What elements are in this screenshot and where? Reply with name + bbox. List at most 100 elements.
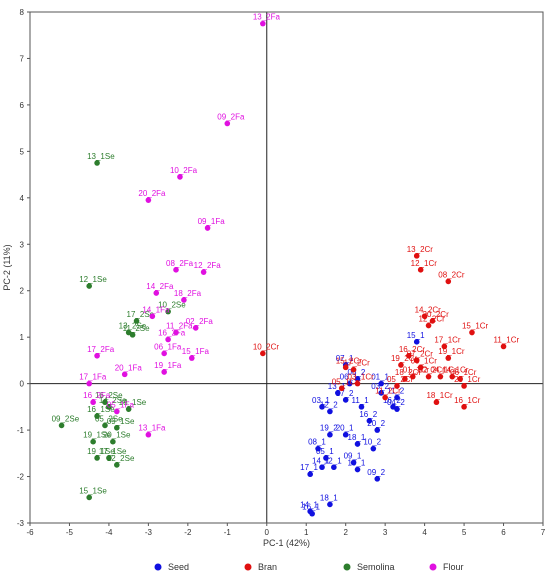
data-point (394, 394, 400, 401)
data-point (354, 376, 361, 382)
point-label: 14_2Se (99, 396, 127, 405)
data-point (378, 380, 385, 387)
point-label: 04_2 (387, 398, 405, 407)
y-tick-label: -2 (17, 473, 25, 482)
point-label: 16_2 (383, 396, 401, 405)
data-point (461, 404, 467, 410)
point-label: 16_1 (302, 503, 320, 512)
y-tick-label: -3 (17, 519, 25, 528)
point-label: 08_1 (308, 438, 326, 447)
point-label: 17_2Fa (87, 345, 115, 354)
point-label: 09_2Se (52, 414, 80, 423)
data-point (173, 267, 179, 273)
data-point (145, 431, 152, 438)
point-label: 09_1Fa (198, 217, 226, 226)
data-point (394, 406, 400, 412)
point-label: 05_1 (316, 447, 334, 456)
data-point (114, 408, 120, 415)
point-label: 12_2Fa (194, 261, 222, 270)
point-label: 09_1Cr (411, 356, 438, 365)
point-label: 04_1Cr (430, 366, 457, 375)
data-point (350, 459, 357, 466)
data-point (409, 373, 416, 380)
plot-frame (29, 11, 544, 524)
point-label: 03_1Cr (348, 373, 375, 382)
data-point (86, 283, 92, 289)
point-label: 18_1 (348, 433, 366, 442)
point-label: 06_2 (348, 368, 366, 377)
data-point (327, 431, 333, 438)
point-label: 06_1 (340, 373, 358, 382)
point-label: 19_1 (348, 459, 366, 468)
point-label: 11_1Cr (494, 335, 520, 344)
data-point (469, 329, 475, 336)
data-point (366, 418, 373, 424)
data-point (358, 404, 365, 410)
data-point (161, 350, 167, 357)
point-label: 13_2Cr (407, 245, 434, 254)
data-point (181, 297, 187, 303)
point-label: 16_2 (359, 410, 377, 419)
point-label: 20_2 (367, 419, 385, 428)
x-axis-title: PC-1 (42%) (263, 538, 310, 548)
point-label: 06_1Cr (450, 368, 477, 377)
point-label: 15_1Cr (462, 322, 489, 331)
point-label: 15_1Fa (182, 347, 210, 356)
point-label: 18_1 (320, 493, 338, 502)
point-label: 16_2Cr (399, 345, 426, 354)
x-tick-label: 0 (265, 528, 270, 537)
data-point (429, 318, 436, 324)
point-label: 05_2Se (95, 414, 123, 423)
data-point (354, 466, 361, 473)
legend: Seed Bran Semolina Flour (154, 562, 464, 572)
series-seed: 15_107_106_201_106_111_213_117_203_203_1… (300, 331, 425, 517)
data-point (129, 332, 136, 338)
point-label: 11_2Fa (166, 322, 193, 331)
point-label: 17_1 (300, 463, 318, 472)
data-point (425, 373, 432, 380)
point-label: 16_1Se (87, 405, 115, 414)
legend-label: Semolina (357, 562, 395, 572)
data-point (173, 329, 179, 336)
data-point (350, 366, 357, 373)
point-label: 17_2Cr (344, 359, 371, 368)
point-label: 08_2Fa (166, 259, 194, 268)
point-label: 09_1Se (107, 417, 135, 426)
data-point (177, 174, 183, 180)
data-point (94, 455, 100, 461)
y-tick-label: 0 (20, 380, 25, 389)
point-label: 18_1Cr (426, 391, 453, 400)
data-point (437, 373, 444, 380)
x-tick-label: -2 (184, 528, 192, 537)
point-label: 20_1 (336, 424, 354, 433)
point-label: 13_1Se (87, 152, 115, 161)
data-point (106, 455, 112, 461)
legend-marker (244, 563, 252, 571)
data-point (413, 357, 420, 364)
data-point (342, 431, 349, 438)
y-tick-label: 7 (20, 54, 25, 63)
point-label: 16_2Fa (83, 391, 111, 400)
data-point (500, 343, 507, 350)
point-label: 20_1Se (103, 431, 131, 440)
data-point (307, 471, 313, 478)
legend-marker (154, 563, 162, 571)
legend-label: Bran (258, 562, 277, 572)
point-label: 17_2 (336, 389, 354, 398)
data-point (94, 352, 100, 359)
data-point (331, 464, 337, 471)
point-label: 13_1Fa (138, 424, 166, 433)
point-label: 18_2Fa (174, 289, 202, 298)
data-point (433, 399, 440, 406)
data-point (153, 290, 160, 296)
data-point (335, 390, 341, 396)
data-point (192, 325, 199, 331)
data-point (425, 322, 432, 329)
data-point (94, 160, 100, 166)
point-label: 01_1Cr (403, 366, 430, 375)
point-label: 12_2Cr (419, 315, 446, 324)
point-label: 05_1Fa (107, 401, 135, 410)
data-point (121, 371, 128, 378)
data-point (110, 438, 116, 445)
